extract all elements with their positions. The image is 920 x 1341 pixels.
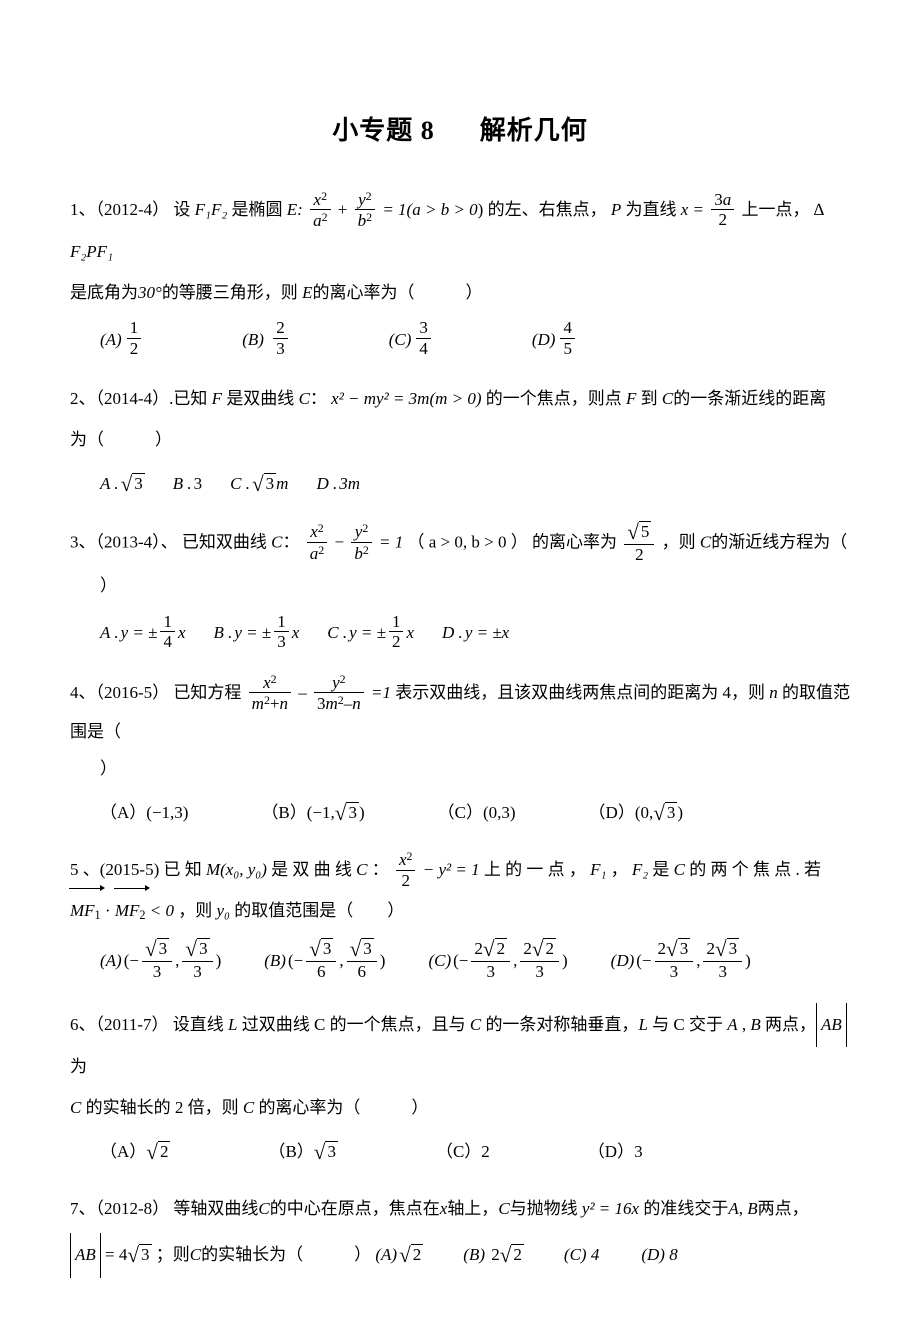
- options-row: A . y = ±14x B . y = ±13x C . y = ±12x D…: [70, 613, 850, 653]
- option-c: （C）(0,3): [438, 799, 516, 826]
- option-b: （B）(−1,√3): [261, 796, 364, 830]
- problem-2: 2、（2014-4）.已知 F 是双曲线 C： x² − my² = 3m(m …: [70, 379, 850, 501]
- problem-7: 7、（2012-8） 等轴双曲线C的中心在原点，焦点在x轴上，C与抛物线 y² …: [70, 1189, 850, 1281]
- options-row: A .√3 B .3 C .√3m D .3m: [70, 467, 850, 501]
- year-tag: （2013-4）、: [96, 532, 178, 551]
- option-a: (A) √2: [375, 1230, 423, 1281]
- problem-number: 3、: [70, 532, 96, 551]
- option-a: A .√3: [100, 467, 145, 501]
- year-tag: （2012-4）: [96, 200, 170, 219]
- option-d: （D）3: [588, 1138, 643, 1165]
- problem-6: 6、（2011-7） 设直线 L 过双曲线 C 的一个焦点，且与 C 的一条对称…: [70, 1003, 850, 1169]
- option-b: B . y = ±13x: [213, 613, 299, 653]
- option-b: （B） √3: [268, 1135, 338, 1169]
- option-d: D . y = ±x: [442, 619, 509, 646]
- option-a: （A） √2: [100, 1135, 170, 1169]
- option-a: (A) 12: [100, 319, 144, 359]
- problem-number: 5 、: [70, 860, 100, 879]
- year-tag: (2015-5): [100, 860, 159, 879]
- year-tag: （2011-7）: [96, 1015, 169, 1034]
- document-page: 小专题 8 解析几何 1、（2012-4） 设 F₁F₂ 是椭圆 E: x2a2…: [0, 0, 920, 1341]
- options-row: （A） √2 （B） √3 （C）2 （D）3: [70, 1135, 850, 1169]
- options-row: (A) 12 (B) 23 (C) 34 (D) 45: [70, 319, 850, 359]
- problem-number: 1、: [70, 200, 96, 219]
- problem-4: 4、（2016-5） 已知方程 x2m2+n – y23m2–n =1 表示双曲…: [70, 673, 850, 830]
- problem-1: 1、（2012-4） 设 F₁F₂ 是椭圆 E: x2a2 + y2b2 = 1…: [70, 190, 850, 360]
- option-c: (C)(−2√23,2√23): [428, 938, 567, 983]
- title-right: 解析几何: [480, 116, 588, 145]
- problem-number: 6、: [70, 1015, 96, 1034]
- problem-3: 3、（2013-4）、 已知双曲线 C： x2a2 − y2b2 = 1 （ a…: [70, 521, 850, 653]
- option-b: (B)(−√36,√36): [264, 938, 385, 983]
- option-b: (B) 2√2: [463, 1230, 524, 1281]
- options-row: (A) √2 (B) 2√2 (C) 4 (D) 8: [375, 1230, 719, 1281]
- page-title: 小专题 8 解析几何: [70, 110, 850, 152]
- title-left: 小专题 8: [332, 116, 435, 145]
- option-a: A . y = ±14x: [100, 613, 185, 653]
- problem-number: 7、: [70, 1199, 96, 1218]
- problem-number: 2、: [70, 389, 96, 408]
- year-tag: （2014-4）: [96, 389, 170, 408]
- options-row: （A）(−1,3) （B）(−1,√3) （C）(0,3) （D）(0,√3): [70, 796, 850, 830]
- option-b: (B) 23: [242, 319, 290, 359]
- option-c: （C）2: [436, 1138, 490, 1165]
- option-d: D .3m: [316, 470, 360, 497]
- option-d: (D)(−2√33,2√33): [611, 938, 751, 983]
- option-c: C . y = ±12x: [327, 613, 414, 653]
- option-d: (D) 8: [641, 1235, 679, 1276]
- option-c: (C) 34: [389, 319, 434, 359]
- option-b: B .3: [173, 470, 202, 497]
- option-c: (C) 4: [564, 1235, 601, 1276]
- problem-5: 5 、(2015-5) 已 知 M(x₀, y₀) 是 双 曲 线 C ： x2…: [70, 850, 850, 983]
- year-tag: （2016-5）: [96, 683, 170, 702]
- option-a: (A)(−√33,√33): [100, 938, 221, 983]
- year-tag: （2012-8）: [96, 1199, 170, 1218]
- options-row: (A)(−√33,√33) (B)(−√36,√36) (C)(−2√23,2√…: [70, 938, 850, 983]
- problem-number: 4、: [70, 683, 96, 702]
- option-a: （A）(−1,3): [100, 799, 188, 826]
- option-d: (D) 45: [532, 319, 578, 359]
- option-c: C .√3m: [230, 467, 288, 501]
- option-d: （D）(0,√3): [589, 796, 684, 830]
